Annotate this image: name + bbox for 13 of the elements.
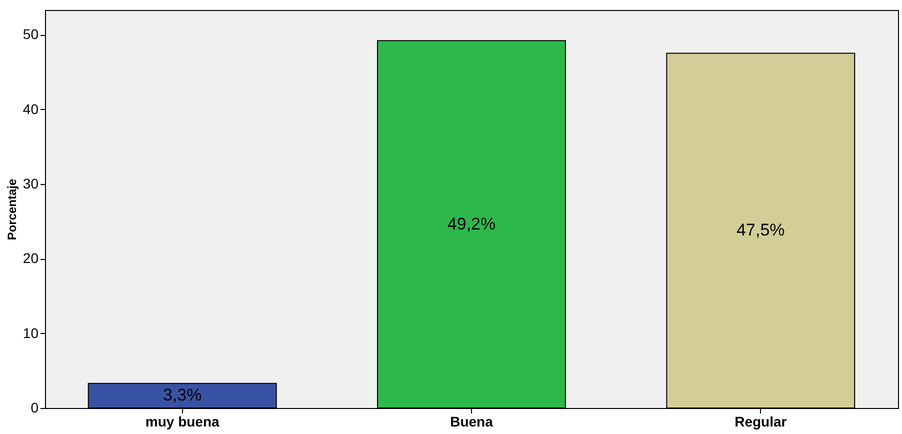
data-label: 3,3% bbox=[162, 386, 202, 405]
x-tick-label: Regular bbox=[734, 414, 788, 430]
x-tick-label: muy buena bbox=[145, 414, 220, 430]
y-tick-label: 10 bbox=[22, 324, 39, 341]
data-label: 49,2% bbox=[447, 214, 496, 234]
y-tick-label: 0 bbox=[30, 400, 39, 416]
y-axis-title: Porcentaje bbox=[4, 178, 19, 240]
y-tick-label: 20 bbox=[22, 250, 39, 266]
y-tick-label: 40 bbox=[22, 100, 39, 117]
y-tick-label: 30 bbox=[22, 175, 39, 192]
x-tick-label: Buena bbox=[450, 414, 494, 430]
data-label: 47,5% bbox=[736, 220, 785, 240]
y-tick-label: 50 bbox=[22, 26, 39, 42]
